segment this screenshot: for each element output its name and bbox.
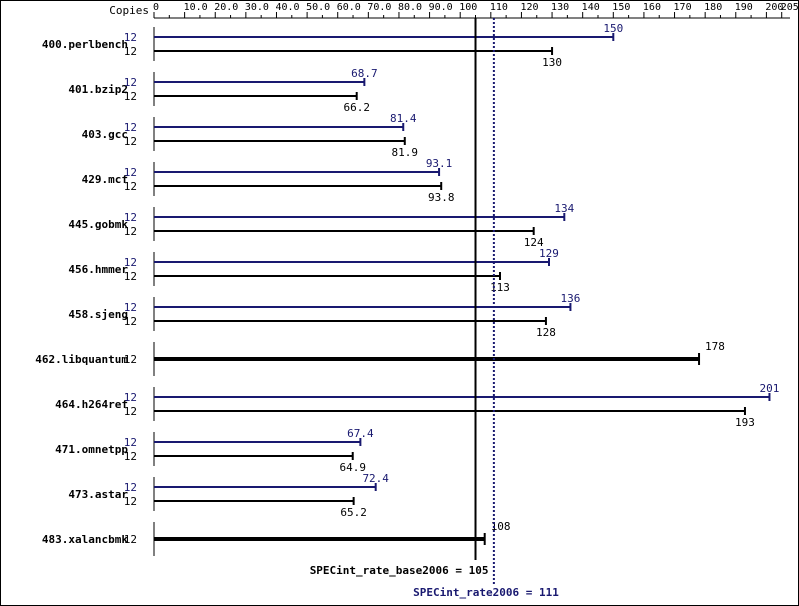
x-tick-label: 120 [520, 2, 538, 13]
base-copies: 12 [124, 450, 137, 463]
peak-value-label: 201 [760, 382, 780, 395]
peak-copies: 12 [124, 256, 137, 269]
x-tick-label: 130 [551, 2, 569, 13]
peak-copies: 12 [124, 481, 137, 494]
base-value-label: 128 [536, 326, 556, 339]
base-copies: 12 [124, 90, 137, 103]
x-tick-label: 80.0 [398, 2, 422, 13]
base-value-label: 130 [542, 56, 562, 69]
base-copies: 12 [124, 180, 137, 193]
benchmark-label: 473.astar [68, 488, 128, 501]
base-value-label: 193 [735, 416, 755, 429]
x-tick-label: 150 [612, 2, 630, 13]
peak-copies: 12 [124, 31, 137, 44]
x-tick-label: 190 [735, 2, 753, 13]
x-tick-label: 170 [674, 2, 692, 13]
x-tick-label: 10.0 [184, 2, 208, 13]
peak-copies: 12 [124, 121, 137, 134]
base-copies: 12 [124, 315, 137, 328]
base-copies: 12 [124, 495, 137, 508]
peak-copies: 12 [124, 76, 137, 89]
base-value-label: 178 [705, 340, 725, 353]
peak-value-label: 150 [603, 22, 623, 35]
peak-value-label: 67.4 [347, 427, 374, 440]
copies-header: Copies [109, 4, 149, 17]
base-value-label: 124 [524, 236, 544, 249]
x-tick-label: 70.0 [367, 2, 391, 13]
base-copies: 12 [124, 225, 137, 238]
base-value-label: 113 [490, 281, 510, 294]
x-tick-label: 90.0 [429, 2, 453, 13]
x-tick-label: 60.0 [337, 2, 361, 13]
x-tick-label: 205 [781, 2, 799, 13]
base-summary-label: SPECint_rate_base2006 = 105 [310, 564, 489, 577]
benchmark-label: 462.libquantum [35, 353, 128, 366]
peak-value-label: 72.4 [362, 472, 389, 485]
x-tick-label: 20.0 [214, 2, 238, 13]
base-copies: 12 [124, 353, 137, 366]
benchmark-label: 401.bzip2 [68, 83, 128, 96]
peak-value-label: 134 [554, 202, 574, 215]
x-tick-label: 0 [153, 2, 159, 13]
benchmark-label: 458.sjeng [68, 308, 128, 321]
x-tick-label: 160 [643, 2, 661, 13]
base-value-label: 66.2 [343, 101, 370, 114]
base-value-label: 81.9 [392, 146, 419, 159]
x-tick-label: 40.0 [275, 2, 299, 13]
x-tick-label: 180 [704, 2, 722, 13]
peak-copies: 12 [124, 436, 137, 449]
benchmark-label: 429.mcf [82, 173, 128, 186]
base-copies: 12 [124, 45, 137, 58]
peak-copies: 12 [124, 391, 137, 404]
peak-copies: 12 [124, 301, 137, 314]
benchmark-label: 471.omnetpp [55, 443, 128, 456]
x-tick-label: 110 [490, 2, 508, 13]
benchmark-label: 403.gcc [82, 128, 128, 141]
peak-value-label: 93.1 [426, 157, 453, 170]
base-copies: 12 [124, 533, 137, 546]
x-tick-label: 100 [459, 2, 477, 13]
base-value-label: 65.2 [340, 506, 367, 519]
peak-value-label: 136 [560, 292, 580, 305]
x-tick-label: 140 [582, 2, 600, 13]
base-value-label: 93.8 [428, 191, 455, 204]
peak-value-label: 68.7 [351, 67, 378, 80]
peak-value-label: 81.4 [390, 112, 417, 125]
base-copies: 12 [124, 405, 137, 418]
peak-summary-label: SPECint_rate2006 = 111 [413, 586, 559, 599]
base-value-label: 64.9 [339, 461, 366, 474]
x-tick-label: 30.0 [245, 2, 269, 13]
benchmark-label: 456.hmmer [68, 263, 128, 276]
benchmark-label: 400.perlbench [42, 38, 128, 51]
peak-value-label: 129 [539, 247, 559, 260]
benchmark-label: 445.gobmk [68, 218, 128, 231]
x-tick-label: 200 [765, 2, 783, 13]
base-copies: 12 [124, 270, 137, 283]
peak-copies: 12 [124, 211, 137, 224]
benchmark-label: 464.h264ref [55, 398, 128, 411]
benchmark-label: 483.xalancbmk [42, 533, 128, 546]
base-copies: 12 [124, 135, 137, 148]
x-tick-label: 50.0 [306, 2, 330, 13]
base-value-label: 108 [491, 520, 511, 533]
peak-copies: 12 [124, 166, 137, 179]
